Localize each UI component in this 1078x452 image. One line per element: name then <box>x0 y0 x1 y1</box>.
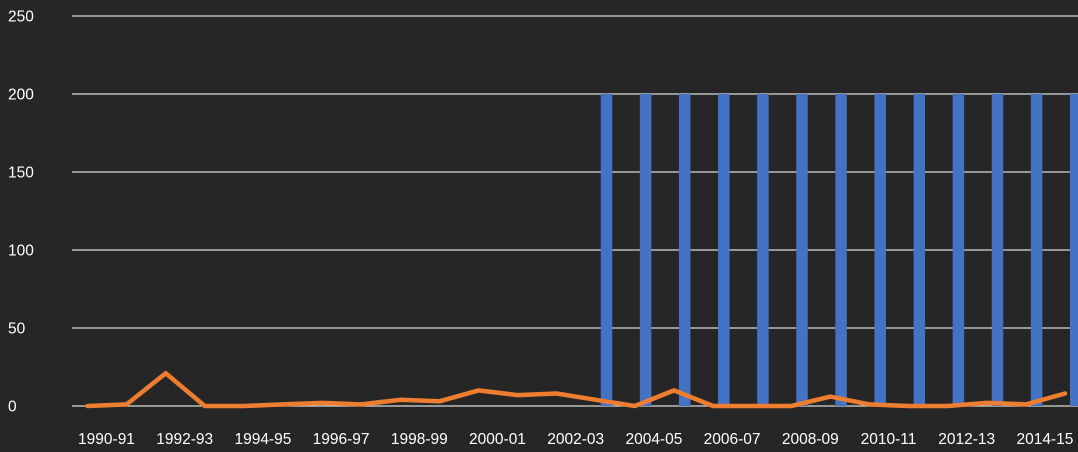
x-tick-label: 2006-07 <box>704 431 761 448</box>
x-tick-label: 1992-93 <box>156 431 213 448</box>
y-tick-label: 250 <box>8 9 34 26</box>
x-tick-label: 2000-01 <box>469 431 526 448</box>
x-tick-label: 2010-11 <box>861 431 917 448</box>
y-tick-label: 100 <box>8 243 34 260</box>
y-axis-ticks: 0 50 100 150 200 250 <box>8 9 34 416</box>
bar <box>835 94 847 406</box>
y-tick-label: 0 <box>8 399 17 416</box>
x-tick-label: 2004-05 <box>625 431 682 448</box>
bar <box>600 94 613 406</box>
y-tick-label: 50 <box>8 321 26 338</box>
bar <box>874 94 886 406</box>
bar <box>1069 94 1078 406</box>
line-path <box>85 370 1068 409</box>
x-tick-label: 1996-97 <box>313 431 370 448</box>
bar <box>718 94 730 406</box>
bar <box>913 94 926 406</box>
bar <box>757 94 769 406</box>
bar <box>1030 94 1043 406</box>
x-tick-label: 2008-09 <box>782 431 839 448</box>
x-tick-label: 1990-91 <box>78 431 135 448</box>
bar <box>639 94 652 406</box>
y-tick-label: 200 <box>8 87 34 104</box>
x-tick-label: 1994-95 <box>234 431 291 448</box>
x-tick-label: 1998-99 <box>391 431 448 448</box>
x-tick-label: 2002-03 <box>547 431 604 448</box>
bar <box>678 94 691 406</box>
bar <box>952 94 965 406</box>
bar-series <box>600 94 1078 406</box>
y-tick-label: 150 <box>8 165 34 182</box>
bar <box>991 94 1004 406</box>
x-axis-ticks: 1990-91 1992-93 1994-95 1996-97 1998-99 2000-… <box>78 431 1073 448</box>
gridlines <box>72 15 1078 407</box>
bar <box>796 94 808 406</box>
line-series <box>85 370 1068 409</box>
x-tick-label: 2012-13 <box>938 431 995 448</box>
x-tick-label: 2014-15 <box>1016 431 1073 448</box>
